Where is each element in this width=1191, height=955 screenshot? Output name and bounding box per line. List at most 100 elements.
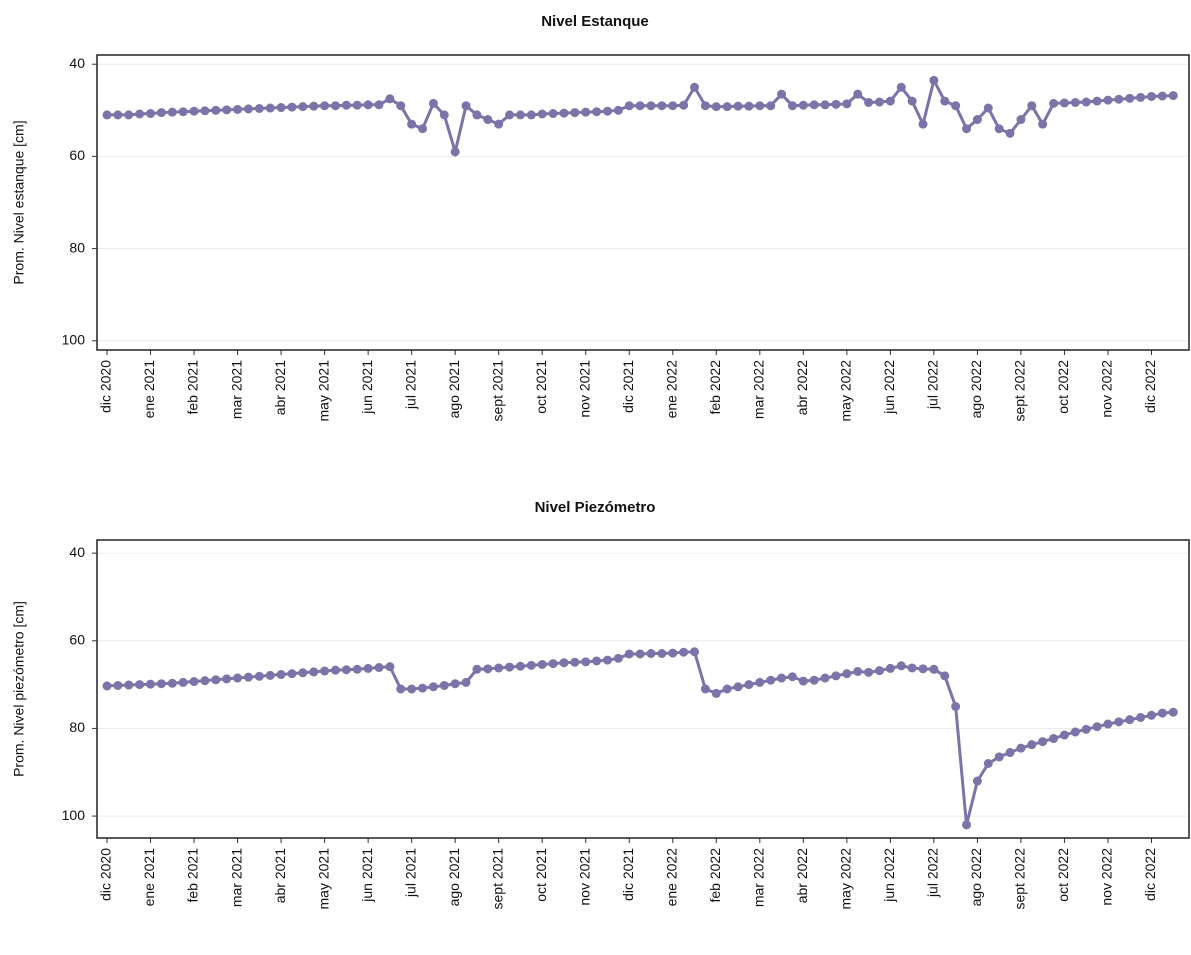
data-point — [526, 660, 536, 670]
data-point — [690, 647, 700, 657]
x-tick-label: mar 2021 — [228, 848, 244, 907]
data-point — [211, 105, 221, 115]
y-tick-label: 80 — [69, 719, 85, 735]
data-point — [407, 684, 417, 694]
x-tick-label: feb 2021 — [185, 360, 201, 415]
data-point — [233, 673, 243, 683]
data-point — [766, 675, 776, 685]
x-tick-label: oct 2022 — [1055, 360, 1071, 414]
data-point — [211, 675, 221, 685]
data-point — [1049, 98, 1059, 108]
data-point — [1027, 740, 1037, 750]
data-point — [505, 110, 515, 120]
data-point — [602, 106, 612, 116]
data-point — [929, 75, 939, 85]
x-tick-label: dic 2020 — [98, 848, 114, 901]
data-point — [994, 752, 1004, 762]
data-point — [1168, 91, 1178, 101]
data-point — [700, 101, 710, 111]
data-point — [668, 648, 678, 658]
x-tick-label: oct 2021 — [533, 848, 549, 902]
data-point — [853, 666, 863, 676]
x-tick-label: may 2022 — [838, 360, 854, 422]
data-point — [1114, 94, 1124, 104]
data-point — [1103, 719, 1113, 729]
data-point — [1146, 710, 1156, 720]
data-point — [864, 97, 874, 107]
data-point — [396, 684, 406, 694]
data-point — [1136, 92, 1146, 102]
chart-title: Nivel Piezómetro — [535, 499, 656, 516]
data-point — [1157, 91, 1167, 101]
data-point — [755, 101, 765, 111]
data-point — [798, 676, 808, 686]
data-point — [711, 688, 721, 698]
data-point — [635, 101, 645, 111]
data-point — [1005, 748, 1015, 758]
data-point — [178, 677, 188, 687]
plot-frame — [96, 539, 1190, 839]
data-point — [1038, 737, 1048, 747]
data-point — [1092, 96, 1102, 106]
data-point — [1059, 730, 1069, 740]
data-point — [831, 99, 841, 109]
data-point — [537, 109, 547, 119]
x-tick-label: ene 2022 — [663, 360, 679, 419]
data-point — [679, 647, 689, 657]
data-point — [787, 101, 797, 111]
x-tick-label: may 2021 — [315, 360, 331, 422]
data-point — [200, 106, 210, 116]
data-point — [548, 659, 558, 669]
data-point — [287, 102, 297, 112]
data-point — [744, 680, 754, 690]
data-point — [722, 684, 732, 694]
data-point — [1005, 128, 1015, 138]
data-point — [494, 119, 504, 129]
data-point — [287, 669, 297, 679]
x-tick-label: feb 2021 — [185, 848, 201, 903]
data-point — [907, 96, 917, 106]
data-point — [330, 665, 340, 675]
data-point — [559, 658, 569, 668]
data-point — [668, 101, 678, 111]
data-point — [189, 677, 199, 687]
data-point — [352, 100, 362, 110]
data-point — [472, 664, 482, 674]
data-point — [983, 103, 993, 113]
data-point — [1081, 97, 1091, 107]
x-tick-label: dic 2021 — [620, 360, 636, 413]
data-point — [483, 664, 493, 674]
data-point — [124, 110, 134, 120]
data-point — [581, 107, 591, 117]
x-tick-label: dic 2021 — [620, 848, 636, 901]
data-point — [951, 702, 961, 712]
data-point — [962, 124, 972, 134]
data-point — [874, 666, 884, 676]
data-point — [646, 101, 656, 111]
data-point — [363, 100, 373, 110]
data-point — [298, 668, 308, 678]
data-point — [200, 676, 210, 686]
data-point — [156, 679, 166, 689]
data-point — [940, 671, 950, 681]
data-point — [613, 653, 623, 663]
data-point — [624, 101, 634, 111]
data-point — [222, 674, 232, 684]
data-point — [178, 107, 188, 117]
data-point — [744, 101, 754, 111]
data-point — [962, 820, 972, 830]
data-point — [298, 102, 308, 112]
x-tick-label: oct 2022 — [1055, 848, 1071, 902]
data-point — [885, 96, 895, 106]
x-tick-label: ago 2021 — [446, 360, 462, 419]
y-tick-label: 100 — [62, 807, 86, 823]
data-point — [167, 107, 177, 117]
data-point — [798, 100, 808, 110]
data-point — [243, 104, 253, 114]
data-point — [113, 680, 123, 690]
data-point — [940, 96, 950, 106]
data-point — [1049, 734, 1059, 744]
data-point — [396, 101, 406, 111]
data-point — [896, 661, 906, 671]
